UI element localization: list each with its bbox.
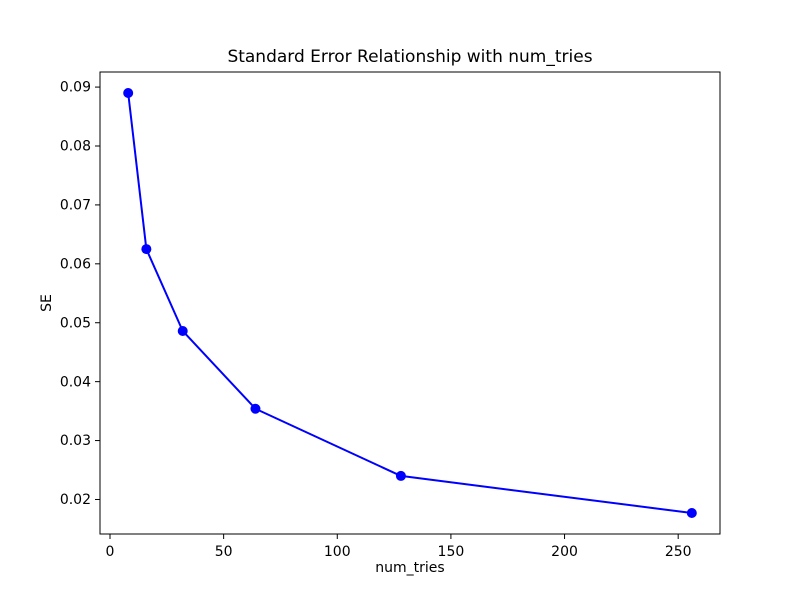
x-tick-label: 150: [438, 544, 465, 560]
y-tick-label: 0.06: [60, 256, 91, 272]
data-point-marker: [123, 87, 134, 98]
axes-frame: [99, 71, 721, 535]
x-tick-label: 0: [106, 544, 115, 560]
series-line: [127, 91, 693, 515]
data-point-marker: [686, 508, 697, 519]
data-point-marker: [141, 244, 152, 255]
plot-area: 0 50 100 150 200 250 0.02 0.03 0.04 0.05 0.06 0.07 0…: [60, 71, 721, 560]
chart-title: Standard Error Relationship with num_tri…: [227, 47, 592, 67]
data-point-marker: [177, 325, 188, 336]
x-tick-label: 200: [551, 544, 578, 560]
y-tick-label: 0.03: [60, 433, 91, 449]
data-point-marker: [395, 470, 406, 481]
y-tick-label: 0.05: [60, 315, 91, 331]
y-tick-label: 0.02: [60, 492, 91, 508]
x-tick-label: 100: [324, 544, 351, 560]
y-tick-label: 0.09: [60, 80, 91, 96]
x-tick-label: 250: [665, 544, 692, 560]
y-axis-label: SE: [39, 294, 55, 312]
x-tick-label: 50: [215, 544, 233, 560]
y-tick-label: 0.04: [60, 374, 91, 390]
data-point-marker: [250, 403, 261, 414]
y-tick-label: 0.08: [60, 139, 91, 155]
y-tick-label: 0.07: [60, 198, 91, 214]
x-axis-label: num_tries: [375, 560, 444, 576]
